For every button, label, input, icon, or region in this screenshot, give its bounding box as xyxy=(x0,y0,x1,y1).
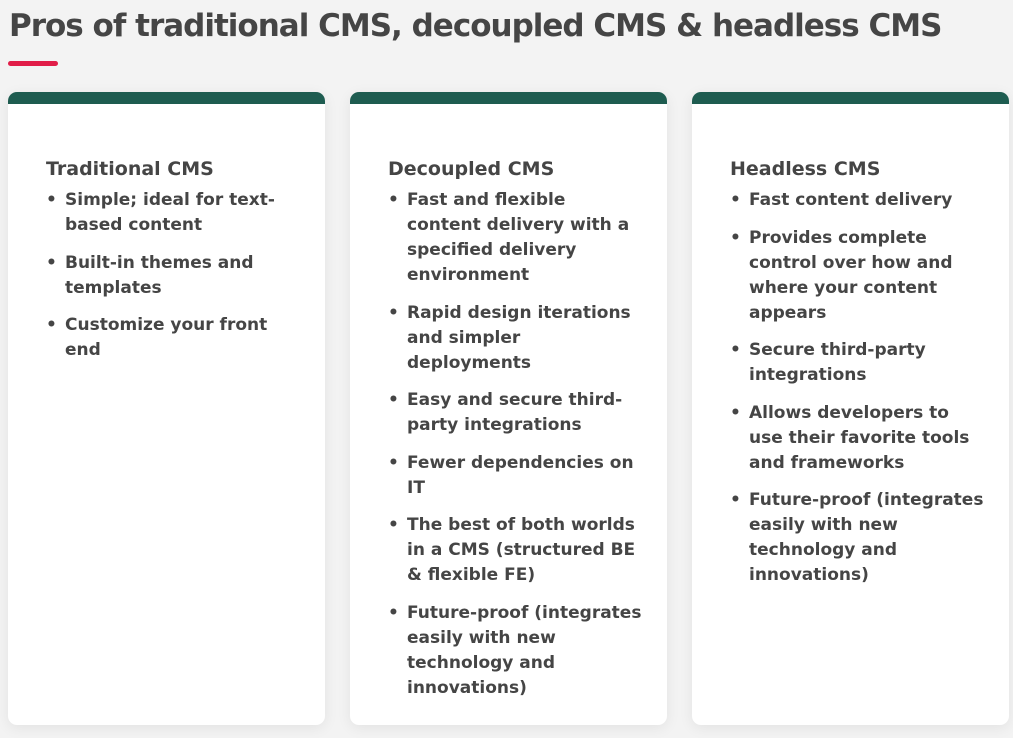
card-title: Decoupled CMS xyxy=(388,158,555,180)
pros-list: • Fast content delivery • Provides complete… xyxy=(730,188,985,601)
list-item-text: Fast content delivery xyxy=(749,190,953,210)
list-item: • Future-proof (integrates easily with ne… xyxy=(388,601,643,701)
bullet-icon: • xyxy=(388,452,399,473)
list-item-text: Simple; ideal for text-based content xyxy=(65,190,275,235)
list-item-text: Customize your front end xyxy=(65,315,268,360)
list-item-text: Provides complete control over how and w… xyxy=(749,227,953,323)
card-headless-cms: Headless CMS • Fast content delivery • Prov… xyxy=(692,92,1009,725)
card-traditional-cms: Traditional CMS • Simple; ideal for text-… xyxy=(8,92,325,725)
bullet-icon: • xyxy=(388,515,399,535)
list-item: • Future-proof (integrates easily with ne… xyxy=(730,488,985,588)
bullet-icon: • xyxy=(46,315,57,335)
card-title: Traditional CMS xyxy=(46,158,214,180)
list-item-text: Secure third-party integrations xyxy=(749,340,926,385)
list-item: • The best of both worlds in a CMS (struc… xyxy=(388,513,643,588)
list-item-text: Fewer dependencies on IT xyxy=(407,452,634,498)
list-item-text: Fast and flexible content delivery with … xyxy=(407,190,630,285)
card-decoupled-cms: Decoupled CMS • Fast and flexible content… xyxy=(350,92,667,725)
list-item: • Simple; ideal for text-based content xyxy=(46,188,301,238)
bullet-icon: • xyxy=(46,252,57,273)
list-item-text: Allows developers to use their favorite … xyxy=(749,402,970,473)
list-item: • Easy and secure third-party integration… xyxy=(388,388,643,438)
list-item-text: Rapid design iterations and simpler depl… xyxy=(407,302,631,373)
list-item-text: The best of both worlds in a CMS (struct… xyxy=(407,515,636,585)
list-item: • Built-in themes and templates xyxy=(46,251,301,301)
title-accent-underline xyxy=(8,61,58,66)
page-title: Pros of traditional CMS, decoupled CMS &… xyxy=(9,8,942,44)
bullet-icon: • xyxy=(388,390,399,410)
list-item: • Fewer dependencies on IT xyxy=(388,451,643,501)
list-item-text: Easy and secure third-party integrations xyxy=(407,390,623,435)
list-item: • Allows developers to use their favorite… xyxy=(730,401,985,476)
bullet-icon: • xyxy=(730,227,741,248)
bullet-icon: • xyxy=(730,190,741,210)
bullet-icon: • xyxy=(730,402,741,423)
bullet-icon: • xyxy=(388,302,399,323)
list-item-text: Future-proof (integrates easily with new… xyxy=(749,490,984,585)
bullet-icon: • xyxy=(388,190,399,210)
list-item-text: Future-proof (integrates easily with new… xyxy=(407,602,642,698)
list-item-text: Built-in themes and templates xyxy=(65,252,254,298)
bullet-icon: • xyxy=(388,602,399,623)
pros-list: • Simple; ideal for text-based content • Bu… xyxy=(46,188,301,376)
list-item: • Fast and flexible content delivery with… xyxy=(388,188,643,288)
list-item: • Provides complete control over how and … xyxy=(730,226,985,326)
cms-comparison-cards: Traditional CMS • Simple; ideal for text-… xyxy=(0,92,1013,738)
list-item: • Rapid design iterations and simpler dep… xyxy=(388,301,643,376)
pros-list: • Fast and flexible content delivery with… xyxy=(388,188,643,713)
list-item: • Fast content delivery xyxy=(730,188,985,213)
bullet-icon: • xyxy=(730,490,741,510)
bullet-icon: • xyxy=(46,190,57,210)
bullet-icon: • xyxy=(730,340,741,360)
list-item: • Secure third-party integrations xyxy=(730,338,985,388)
card-title: Headless CMS xyxy=(730,158,881,180)
list-item: • Customize your front end xyxy=(46,313,301,363)
